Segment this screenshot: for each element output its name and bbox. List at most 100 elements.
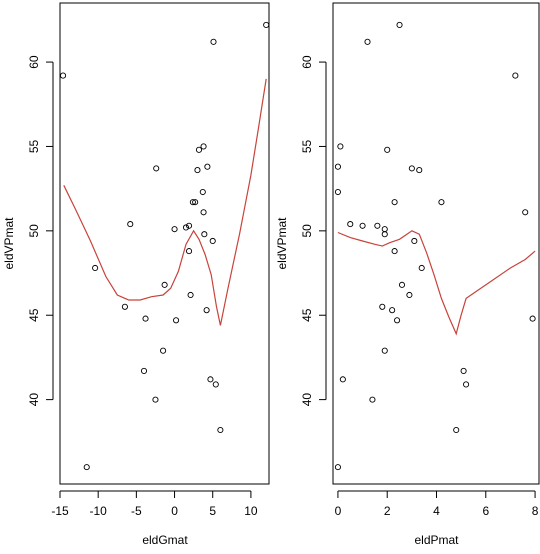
data-point: [460, 367, 467, 374]
data-point: [396, 21, 403, 28]
data-point: [512, 72, 519, 79]
data-point: [379, 303, 386, 310]
plot-frame: [59, 2, 270, 485]
data-point: [195, 146, 203, 153]
y-tick-label: 55: [300, 139, 314, 153]
panel-2: 0 2 4 6 8 eldPmat 40 45 50 55 60 eldVPmat: [275, 2, 540, 547]
data-point: [391, 199, 398, 206]
data-point: [60, 72, 67, 79]
panel-1: -15 -10 -5 0 5 10 eldGmat 40 45 50 55 60 eldVPmat: [2, 2, 270, 547]
data-point: [186, 248, 193, 255]
data-point: [189, 199, 196, 206]
data-point: [199, 188, 206, 196]
data-point: [200, 143, 207, 150]
data-point: [171, 226, 178, 233]
data-point: [381, 226, 388, 233]
x-axis: -15 -10 -5 0 5 10: [51, 490, 258, 518]
data-point: [142, 315, 149, 322]
data-point: [207, 376, 214, 383]
y-tick-label: 50: [27, 224, 41, 238]
data-point: [463, 381, 470, 388]
data-point: [369, 396, 376, 403]
data-point: [398, 281, 406, 288]
data-point: [121, 303, 128, 310]
data-point: [347, 221, 354, 228]
y-tick-label: 60: [27, 55, 41, 69]
data-point: [187, 291, 194, 299]
data-point: [217, 426, 224, 434]
x-tick-label: -15: [51, 504, 69, 518]
x-axis-label: eldPmat: [414, 533, 459, 547]
y-tick-label: 60: [300, 55, 314, 69]
data-point: [152, 396, 159, 403]
data-point: [453, 426, 460, 434]
data-point: [83, 464, 90, 471]
data-point: [204, 163, 211, 170]
y-tick-label: 55: [27, 139, 41, 153]
data-point: [418, 264, 425, 272]
data-point: [200, 209, 207, 216]
data-point: [391, 248, 398, 255]
x-tick-label: 8: [532, 504, 539, 518]
data-point: [194, 167, 201, 174]
data-point: [389, 307, 396, 314]
data-point: [153, 165, 160, 172]
x-tick-label: 0: [335, 504, 342, 518]
data-point: [339, 376, 346, 383]
data-point: [374, 222, 381, 229]
data-point: [406, 291, 413, 299]
x-tick-label: 2: [384, 504, 391, 518]
data-point: [522, 209, 529, 216]
y-axis: 40 45 50 55 60: [300, 55, 327, 407]
data-point: [337, 143, 344, 150]
data-points: [60, 21, 270, 471]
data-point: [160, 347, 167, 354]
data-point: [394, 317, 401, 324]
data-point: [364, 38, 371, 45]
x-axis-label: eldGmat: [142, 533, 188, 547]
data-point: [173, 317, 180, 324]
plot-frame: [332, 2, 540, 485]
data-point: [408, 165, 415, 172]
data-point: [381, 347, 388, 354]
data-point: [529, 315, 536, 322]
x-tick-label: 4: [433, 504, 440, 518]
data-point: [140, 367, 148, 374]
x-tick-label: 10: [244, 504, 258, 518]
data-point: [182, 224, 190, 231]
data-point: [359, 222, 366, 229]
y-axis-label: eldVPmat: [275, 217, 289, 270]
x-tick-label: 5: [209, 504, 216, 518]
data-point: [203, 307, 210, 314]
data-point: [161, 281, 168, 288]
x-tick-label: 0: [171, 504, 178, 518]
data-points: [334, 21, 536, 471]
x-tick-label: 6: [482, 504, 489, 518]
data-point: [384, 146, 391, 153]
data-point: [186, 222, 193, 229]
data-point: [411, 237, 418, 245]
smooth-line: [337, 230, 536, 336]
data-point: [334, 188, 341, 196]
y-axis: 40 45 50 55 60: [27, 55, 54, 407]
data-point: [416, 167, 423, 174]
x-tick-label: -5: [131, 504, 142, 518]
data-point: [334, 163, 341, 170]
data-point: [201, 231, 208, 238]
y-tick-label: 40: [300, 393, 314, 407]
data-point: [334, 464, 341, 471]
y-tick-label: 40: [27, 393, 41, 407]
data-point: [209, 237, 216, 245]
data-point: [210, 38, 217, 45]
data-point: [192, 199, 199, 206]
data-point: [381, 231, 388, 238]
data-point: [438, 199, 445, 206]
data-point: [127, 221, 134, 228]
y-axis-label: eldVPmat: [2, 217, 16, 270]
data-point: [92, 264, 99, 272]
y-tick-label: 50: [300, 224, 314, 238]
data-point: [263, 21, 270, 28]
data-point: [212, 381, 219, 388]
smooth-line: [63, 78, 267, 326]
